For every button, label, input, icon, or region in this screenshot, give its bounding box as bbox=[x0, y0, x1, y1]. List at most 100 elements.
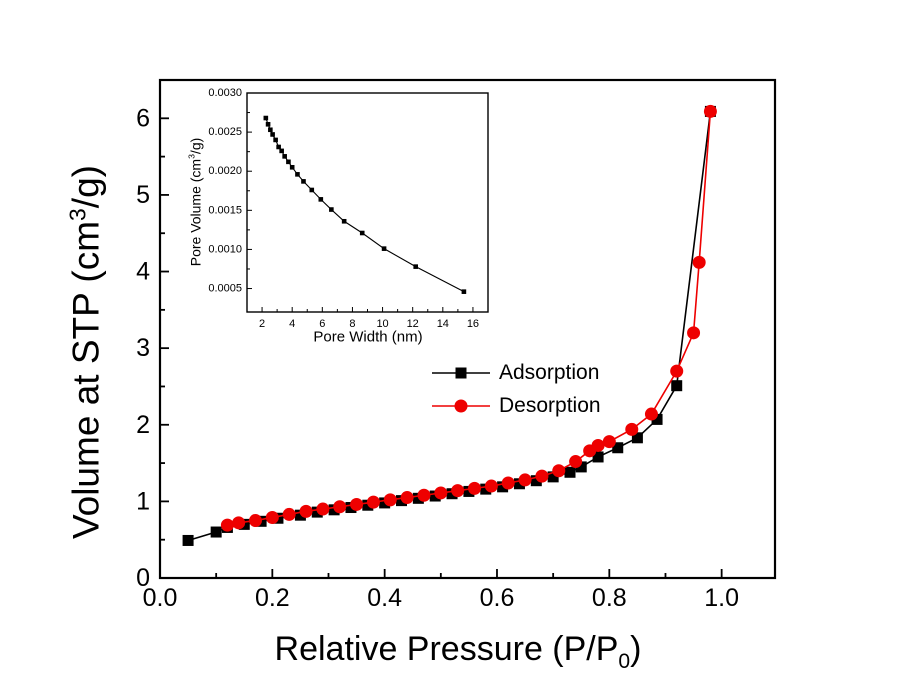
inset-pore-volume-marker bbox=[381, 246, 387, 251]
main-desorption-marker bbox=[434, 486, 448, 500]
inset-pore-volume-marker bbox=[279, 148, 284, 154]
main-desorption-marker bbox=[333, 500, 347, 514]
main-desorption-marker bbox=[535, 469, 549, 483]
inset-pore-volume-marker bbox=[413, 264, 418, 269]
main-desorption-marker bbox=[400, 491, 414, 505]
main-x-tick-label: 1.0 bbox=[704, 584, 739, 612]
main-desorption-marker bbox=[602, 435, 616, 449]
main-desorption-marker bbox=[248, 514, 262, 528]
main-adsorption-marker bbox=[575, 461, 587, 473]
main-y-tick-label: 3 bbox=[136, 334, 150, 362]
main-x-tick-label: 0.0 bbox=[143, 584, 178, 612]
main-x-tick-label: 0.6 bbox=[480, 584, 515, 612]
adsorption-legend-marker-icon bbox=[432, 367, 490, 378]
inset-x-tick-label: 16 bbox=[467, 318, 479, 330]
main-adsorption-marker bbox=[497, 481, 509, 493]
inset-pore-volume-marker bbox=[329, 207, 334, 212]
inset-y-axis-title-sup: 3 bbox=[186, 154, 197, 159]
main-y-tick-label: 1 bbox=[136, 487, 150, 515]
main-desorption-marker bbox=[265, 510, 279, 524]
legend-label-adsorption: Adsorption bbox=[499, 361, 600, 384]
main-x-axis-title-text: Relative Pressure (P/P bbox=[274, 630, 619, 669]
inset-y-tick-label: 0.0015 bbox=[208, 204, 242, 216]
main-desorption-marker bbox=[692, 255, 706, 269]
legend-label-desorption: Desorption bbox=[499, 394, 601, 417]
main-desorption-marker bbox=[383, 493, 397, 507]
main-desorption-marker bbox=[417, 488, 431, 502]
main-y-axis-title-sup: 3 bbox=[64, 208, 91, 221]
main-desorption-marker bbox=[552, 464, 566, 478]
inset-y-tick-label: 0.0005 bbox=[208, 283, 242, 295]
main-desorption-marker bbox=[366, 495, 380, 509]
inset-y-tick-label: 0.0010 bbox=[208, 243, 242, 255]
main-desorption-marker bbox=[670, 364, 684, 378]
inset-pore-volume-marker bbox=[309, 187, 315, 193]
inset-y-axis-title-tail: /g) bbox=[187, 137, 204, 155]
main-adsorption-marker bbox=[612, 442, 624, 454]
inset-y-tick-label: 0.0025 bbox=[208, 126, 242, 138]
inset-x-tick-label: 4 bbox=[289, 318, 295, 330]
inset-pore-volume-marker bbox=[268, 127, 273, 133]
main-adsorption-marker bbox=[513, 478, 525, 490]
inset-pore-volume-marker bbox=[289, 165, 295, 170]
inset-pore-volume-marker bbox=[318, 197, 324, 202]
inset-pore-volume-marker bbox=[270, 132, 275, 137]
main-desorption-marker bbox=[569, 455, 583, 469]
main-desorption-marker bbox=[644, 407, 658, 421]
main-desorption-marker bbox=[232, 516, 246, 530]
main-y-tick-label: 6 bbox=[136, 104, 150, 132]
inset-x-tick-label: 2 bbox=[259, 318, 265, 330]
inset-pore-volume-marker bbox=[276, 144, 281, 150]
main-adsorption-marker bbox=[547, 471, 559, 483]
main-adsorption-marker bbox=[651, 413, 663, 425]
legend: Adsorption Desorption bbox=[432, 356, 601, 422]
legend-item-desorption: Desorption bbox=[432, 389, 601, 422]
inset-y-tick-label: 0.0020 bbox=[208, 165, 242, 177]
main-y-axis-title-text: Volume at STP (cm bbox=[65, 220, 107, 539]
main-desorption-marker bbox=[703, 104, 717, 118]
legend-item-adsorption: Adsorption bbox=[432, 356, 601, 389]
inset-x-axis-title: Pore Width (nm) bbox=[313, 329, 422, 346]
inset-pore-volume-marker bbox=[295, 172, 300, 177]
inset-x-tick-label: 14 bbox=[437, 318, 449, 330]
inset-pore-volume-marker bbox=[301, 179, 306, 184]
main-adsorption-marker bbox=[671, 380, 683, 392]
main-desorption-marker bbox=[220, 518, 234, 532]
inset-x-tick-label: 8 bbox=[349, 318, 355, 330]
main-desorption-marker bbox=[451, 484, 465, 498]
main-desorption-marker bbox=[687, 326, 701, 340]
main-plot-frame bbox=[158, 78, 777, 580]
inset-x-tick-label: 6 bbox=[319, 318, 325, 330]
main-desorption-marker bbox=[299, 504, 313, 518]
inset-x-tick-label: 10 bbox=[376, 318, 388, 330]
main-adsorption-marker bbox=[564, 466, 576, 478]
main-x-axis-title: Relative Pressure (P/P0) bbox=[275, 630, 642, 674]
main-desorption-marker bbox=[350, 497, 364, 511]
main-adsorption-marker bbox=[210, 526, 222, 538]
inset-y-tick-label: 0.0030 bbox=[208, 87, 242, 99]
main-desorption-marker bbox=[518, 473, 532, 487]
inset-pore-volume-marker bbox=[273, 137, 278, 143]
inset-y-axis-title-text: Pore Volume (cm bbox=[187, 158, 204, 267]
inset-pore-volume-line bbox=[265, 117, 465, 293]
main-desorption-marker bbox=[484, 479, 498, 493]
main-desorption-marker bbox=[583, 444, 597, 458]
main-adsorption-marker bbox=[182, 534, 194, 546]
main-adsorption-marker bbox=[631, 432, 643, 444]
main-y-tick-label: 2 bbox=[136, 411, 150, 439]
main-adsorption-marker bbox=[294, 509, 306, 521]
main-adsorption-marker bbox=[530, 475, 542, 487]
main-x-axis-title-tail: ) bbox=[630, 630, 642, 669]
desorption-legend-marker-icon bbox=[432, 399, 490, 412]
main-desorption-marker bbox=[282, 507, 296, 521]
main-x-axis-title-sub: 0 bbox=[618, 649, 631, 673]
main-y-tick-label: 4 bbox=[136, 258, 150, 286]
main-y-tick-label: 0 bbox=[136, 564, 150, 592]
main-x-tick-label: 0.2 bbox=[255, 584, 290, 612]
inset-pore-volume-marker bbox=[359, 230, 365, 236]
main-y-axis-title-tail: /g) bbox=[65, 165, 107, 209]
main-y-axis-title: Volume at STP (cm3/g) bbox=[64, 165, 107, 539]
main-adsorption-line bbox=[187, 111, 712, 542]
